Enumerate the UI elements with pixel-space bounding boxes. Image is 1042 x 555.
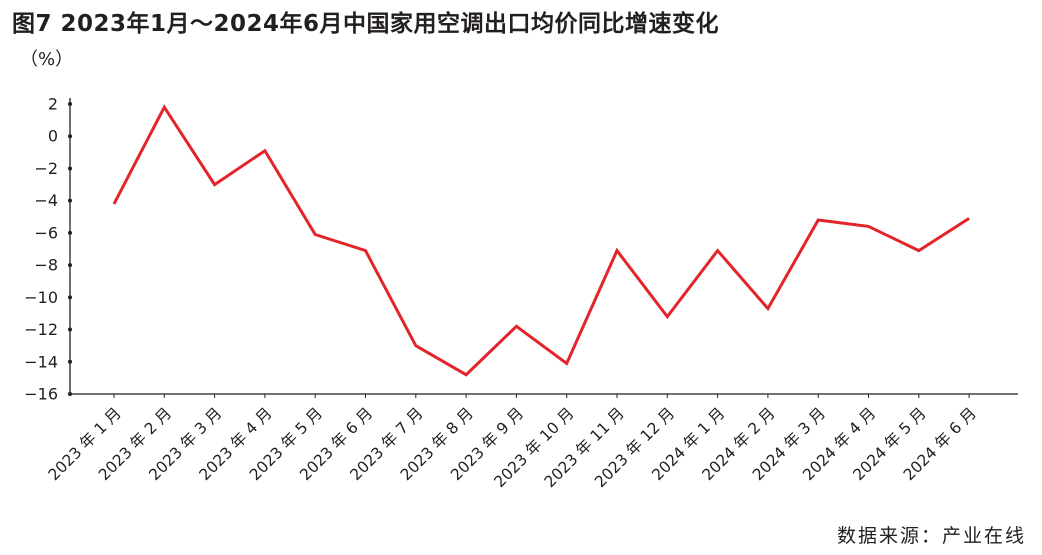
y-axis-unit-label: （%） [20, 49, 74, 70]
y-tick-label: 2 [48, 95, 58, 114]
y-tick-mark [68, 327, 72, 332]
y-tick-label: −16 [24, 385, 58, 404]
y-tick-mark [68, 134, 72, 139]
data-source-note: 数据来源：产业在线 [836, 525, 1026, 547]
y-tick-mark [68, 295, 72, 300]
chart-title: 图7 2023年1月～2024年6月中国家用空调出口均价同比增速变化 [12, 11, 720, 37]
y-tick-mark [68, 102, 72, 106]
y-tick-mark [68, 263, 72, 268]
y-tick-label: −6 [34, 223, 58, 242]
series-line [112, 104, 970, 377]
y-tick-mark [68, 392, 72, 396]
y-tick-label: −4 [34, 191, 58, 210]
y-tick-label: −2 [34, 159, 58, 178]
chart-axes [69, 98, 1018, 395]
y-tick-label: 0 [48, 127, 58, 146]
y-tick-label: −10 [24, 288, 58, 307]
y-tick-label: −14 [24, 352, 58, 371]
y-tick-mark [68, 230, 72, 235]
y-tick-mark [68, 198, 72, 203]
y-tick-mark [68, 166, 72, 171]
y-tick-label: −12 [24, 320, 58, 339]
y-tick-label: −8 [34, 256, 58, 275]
series-lines [112, 104, 970, 377]
y-axis-ticks: 2 0 −2 −4 −6 −8 −10 −12 −14 −16 [24, 95, 72, 404]
y-tick-mark [68, 359, 72, 364]
